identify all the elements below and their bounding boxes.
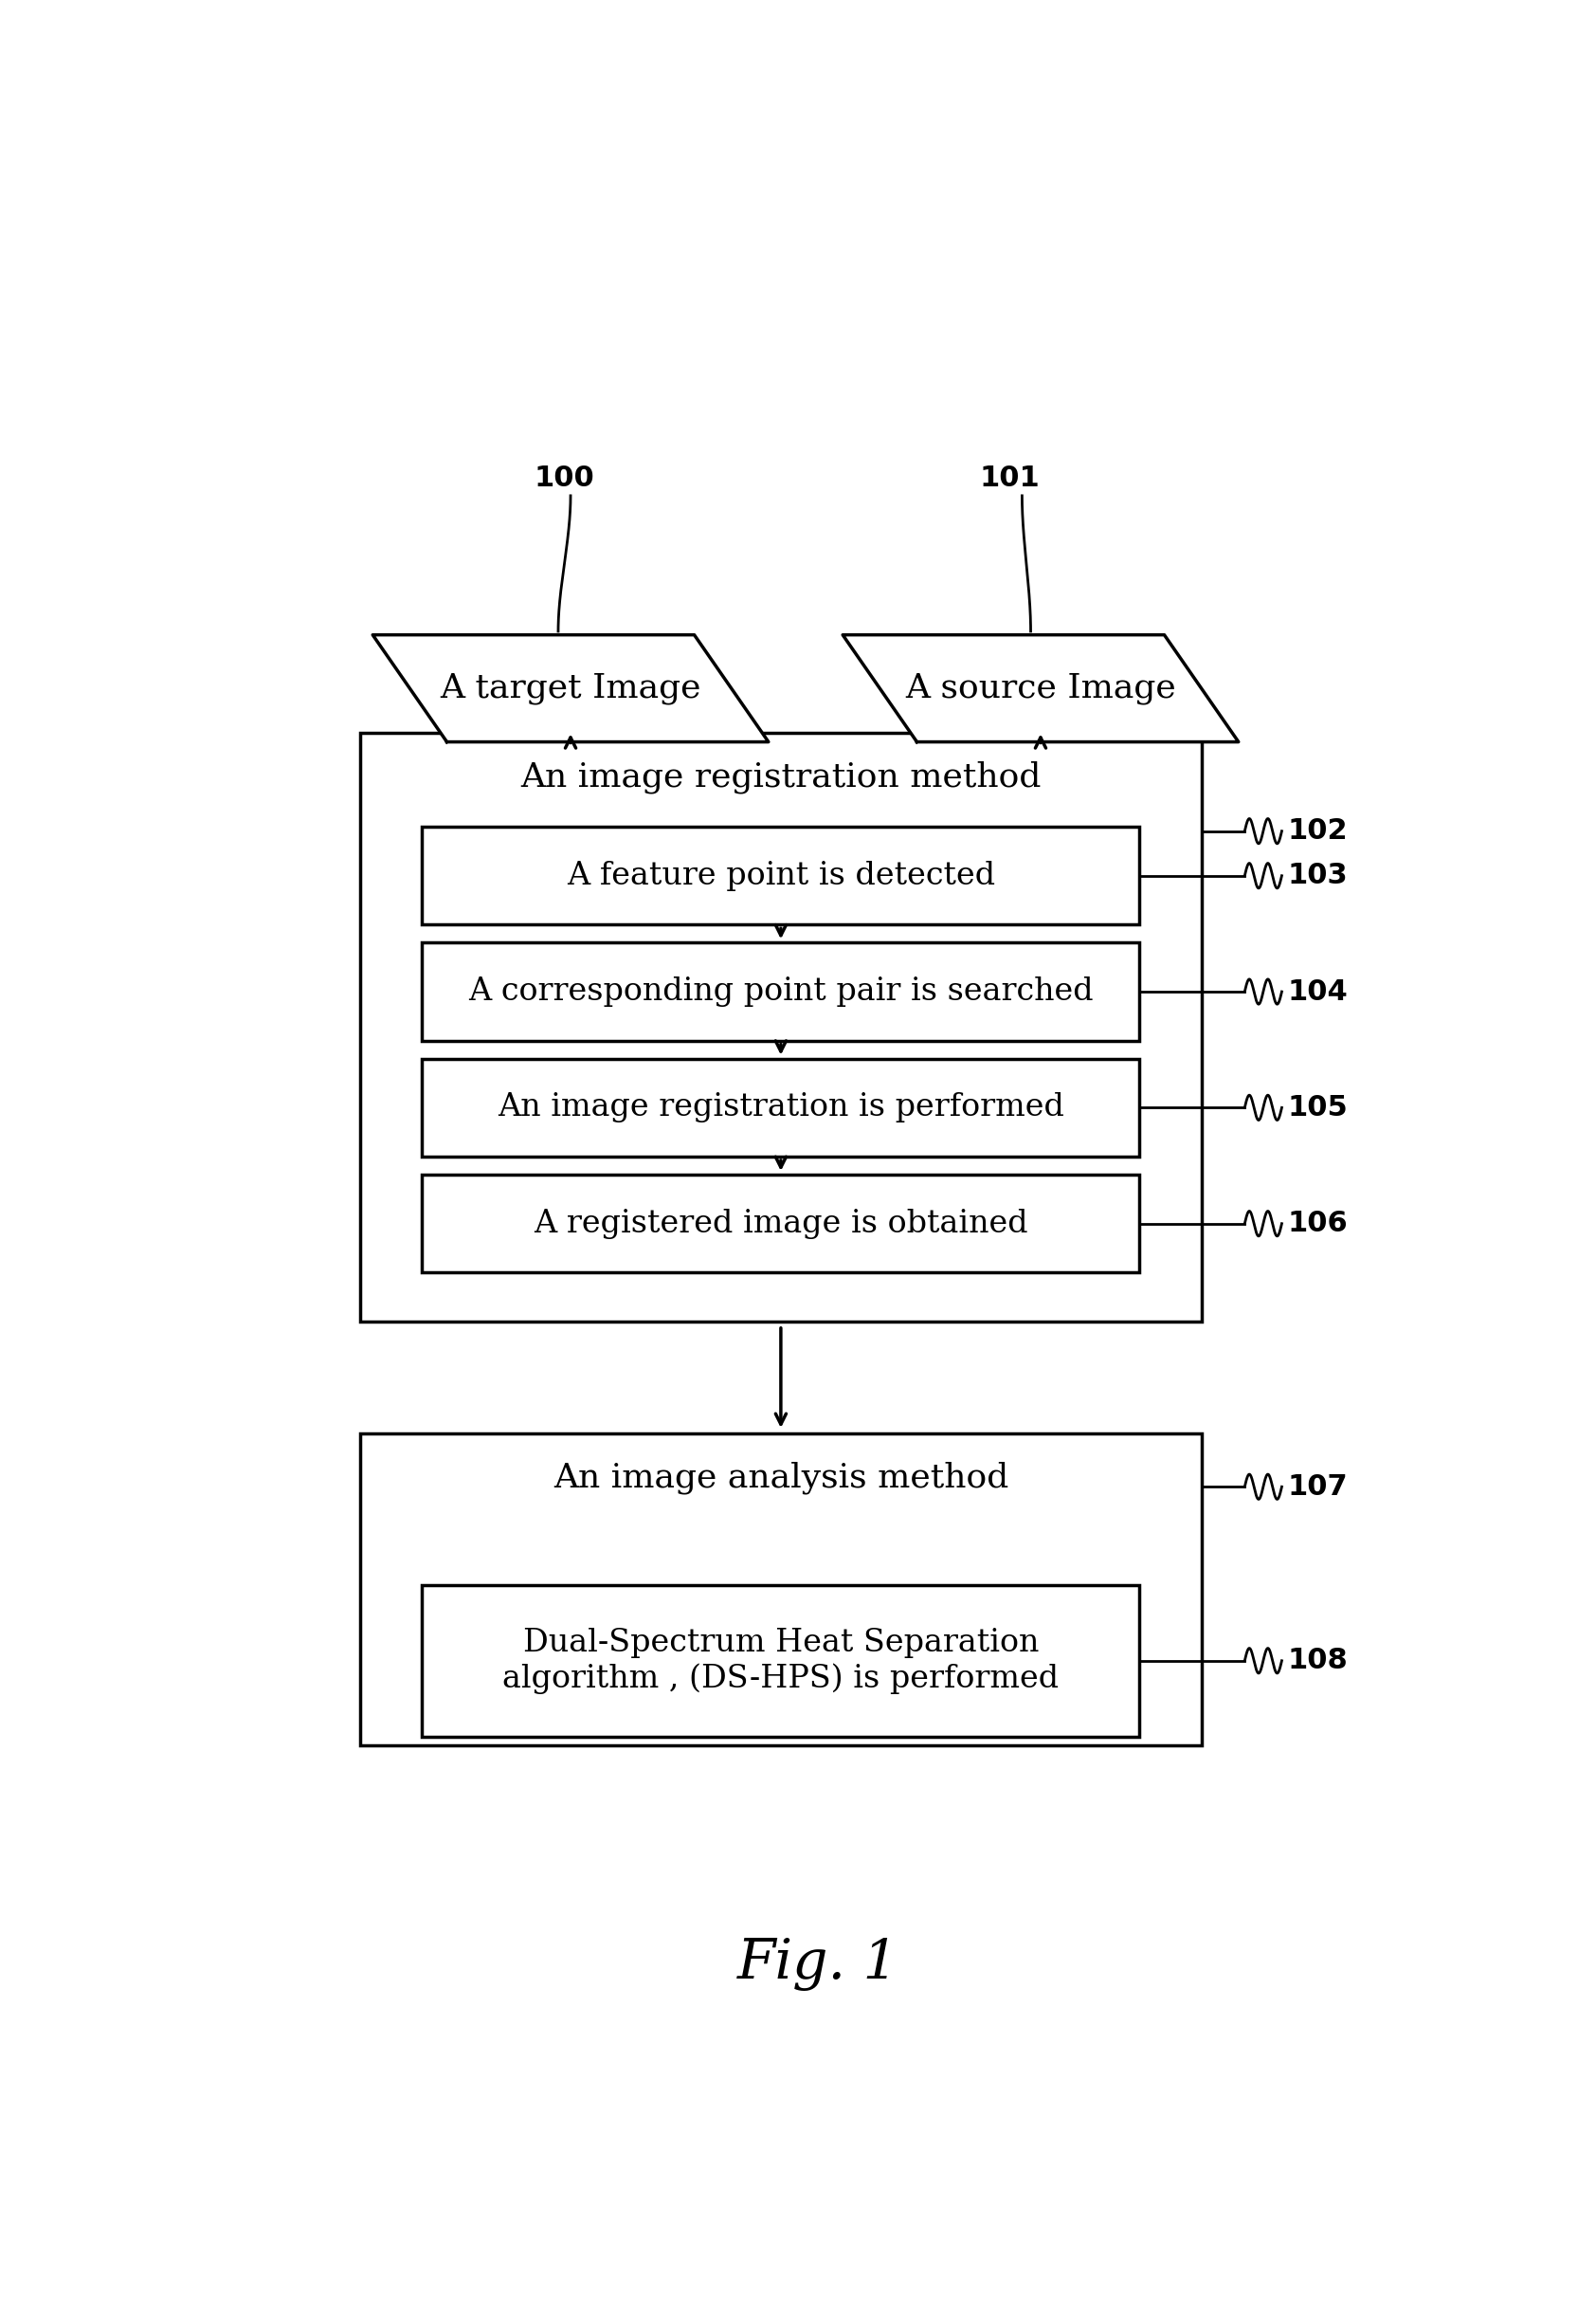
FancyBboxPatch shape	[361, 732, 1202, 1321]
Text: 105: 105	[1288, 1094, 1349, 1121]
FancyBboxPatch shape	[361, 1434, 1202, 1745]
Text: An image analysis method: An image analysis method	[554, 1462, 1009, 1494]
FancyBboxPatch shape	[421, 1059, 1140, 1156]
Polygon shape	[843, 635, 1238, 741]
Text: 107: 107	[1288, 1474, 1349, 1501]
Text: A feature point is detected: A feature point is detected	[567, 860, 994, 890]
Text: An image registration is performed: An image registration is performed	[498, 1094, 1065, 1124]
Text: 100: 100	[535, 466, 595, 491]
Text: An image registration method: An image registration method	[520, 762, 1041, 795]
Text: A target Image: A target Image	[440, 672, 701, 704]
Text: 106: 106	[1288, 1209, 1349, 1237]
FancyBboxPatch shape	[421, 1585, 1140, 1735]
FancyBboxPatch shape	[421, 943, 1140, 1040]
FancyBboxPatch shape	[421, 1175, 1140, 1272]
Text: 101: 101	[980, 466, 1041, 491]
Text: A registered image is obtained: A registered image is obtained	[533, 1209, 1028, 1240]
Text: 102: 102	[1288, 818, 1349, 846]
Text: Dual-Spectrum Heat Separation
algorithm , (DS-HPS) is performed: Dual-Spectrum Heat Separation algorithm …	[503, 1627, 1060, 1694]
Polygon shape	[373, 635, 769, 741]
Text: 108: 108	[1288, 1647, 1349, 1675]
Text: A source Image: A source Image	[905, 672, 1176, 704]
Text: Fig. 1: Fig. 1	[737, 1937, 899, 1990]
Text: 103: 103	[1288, 862, 1349, 890]
Text: A corresponding point pair is searched: A corresponding point pair is searched	[468, 975, 1093, 1008]
Text: 104: 104	[1288, 978, 1349, 1006]
FancyBboxPatch shape	[421, 827, 1140, 924]
